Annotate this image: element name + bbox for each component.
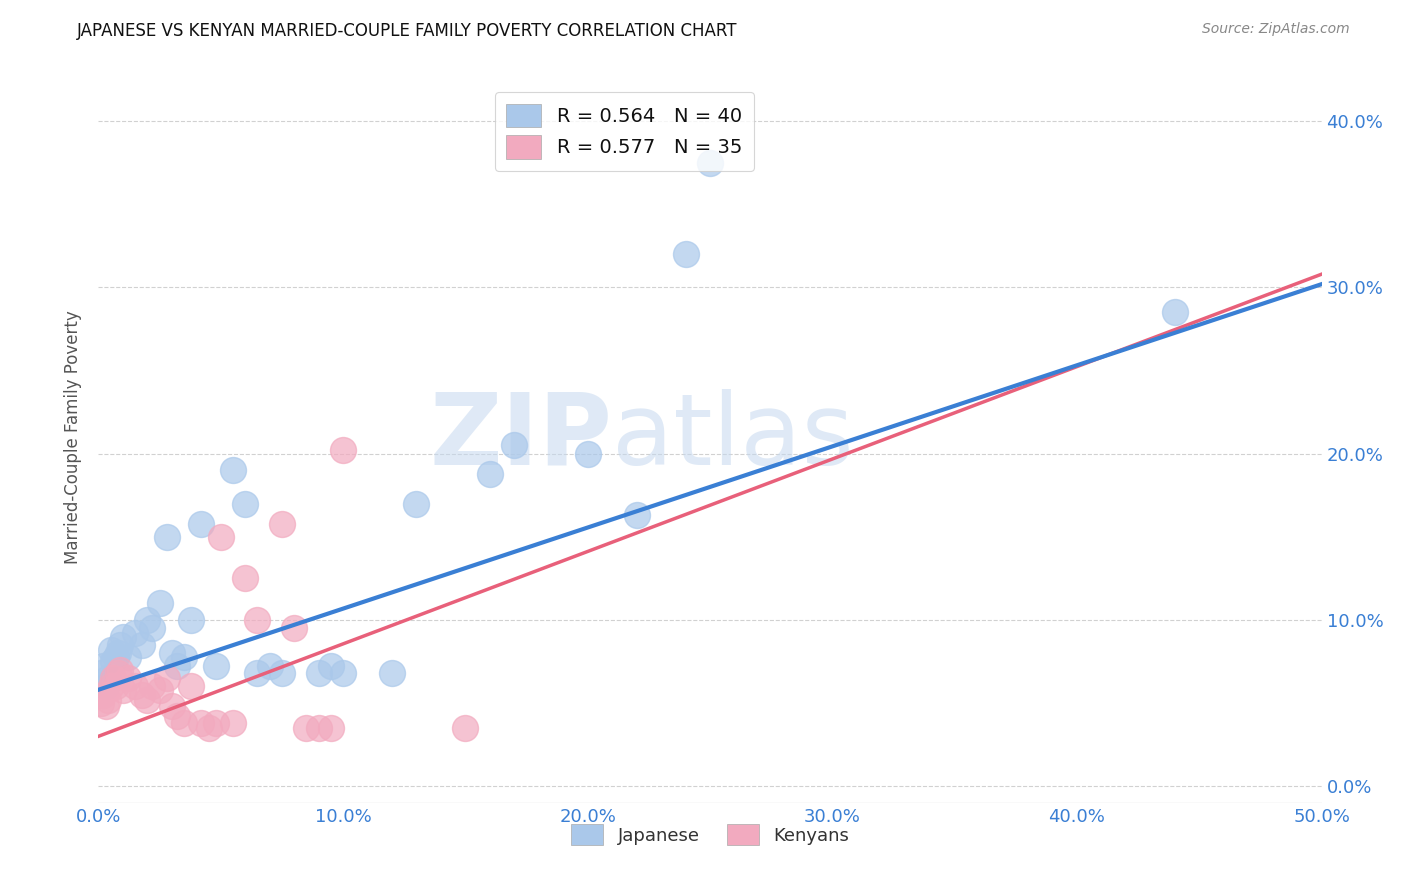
Point	[503, 438, 526, 452]
Point	[222, 716, 245, 731]
Point	[94, 699, 117, 714]
Point	[332, 443, 354, 458]
Point	[283, 621, 305, 635]
Point	[107, 646, 129, 660]
Point	[101, 655, 124, 669]
Point	[699, 155, 721, 169]
Point	[576, 447, 599, 461]
Point	[149, 682, 172, 697]
Point	[104, 649, 127, 664]
Point	[197, 721, 219, 735]
Point	[166, 709, 188, 723]
Point	[246, 613, 269, 627]
Text: Source: ZipAtlas.com: Source: ZipAtlas.com	[1202, 22, 1350, 37]
Point	[141, 680, 163, 694]
Point	[246, 666, 269, 681]
Point	[295, 721, 318, 735]
Text: ZIP: ZIP	[429, 389, 612, 485]
Point	[405, 497, 427, 511]
Point	[270, 516, 294, 531]
Point	[110, 663, 132, 677]
Point	[332, 666, 354, 681]
Text: JAPANESE VS KENYAN MARRIED-COUPLE FAMILY POVERTY CORRELATION CHART: JAPANESE VS KENYAN MARRIED-COUPLE FAMILY…	[77, 22, 738, 40]
Point	[117, 671, 139, 685]
Point	[173, 649, 195, 664]
Point	[319, 659, 342, 673]
Point	[136, 692, 159, 706]
Point	[319, 721, 342, 735]
Point	[160, 646, 183, 660]
Text: atlas: atlas	[612, 389, 853, 485]
Point	[190, 716, 212, 731]
Point	[97, 671, 120, 685]
Point	[160, 699, 183, 714]
Point	[233, 497, 256, 511]
Point	[91, 659, 114, 673]
Point	[97, 692, 120, 706]
Point	[111, 630, 134, 644]
Point	[91, 688, 114, 702]
Point	[104, 680, 127, 694]
Point	[107, 666, 129, 681]
Point	[190, 516, 212, 531]
Point	[156, 671, 179, 685]
Point	[136, 613, 159, 627]
Point	[478, 467, 501, 481]
Point	[222, 463, 245, 477]
Point	[308, 666, 330, 681]
Point	[100, 680, 122, 694]
Point	[141, 621, 163, 635]
Point	[1164, 305, 1187, 319]
Point	[381, 666, 404, 681]
Y-axis label: Married-Couple Family Poverty: Married-Couple Family Poverty	[65, 310, 83, 564]
Point	[308, 721, 330, 735]
Point	[149, 596, 172, 610]
Point	[454, 721, 477, 735]
Point	[259, 659, 281, 673]
Legend: Japanese, Kenyans: Japanese, Kenyans	[564, 817, 856, 852]
Point	[205, 716, 228, 731]
Point	[173, 716, 195, 731]
Point	[100, 643, 122, 657]
Point	[270, 666, 294, 681]
Point	[131, 638, 153, 652]
Point	[124, 626, 146, 640]
Point	[233, 571, 256, 585]
Point	[117, 649, 139, 664]
Point	[131, 688, 153, 702]
Point	[90, 666, 112, 681]
Point	[156, 530, 179, 544]
Point	[205, 659, 228, 673]
Point	[675, 247, 697, 261]
Point	[166, 659, 188, 673]
Point	[124, 680, 146, 694]
Point	[180, 680, 202, 694]
Point	[94, 680, 117, 694]
Point	[180, 613, 202, 627]
Point	[209, 530, 232, 544]
Point	[111, 682, 134, 697]
Point	[626, 508, 648, 523]
Point	[110, 638, 132, 652]
Point	[101, 671, 124, 685]
Point	[90, 696, 112, 710]
